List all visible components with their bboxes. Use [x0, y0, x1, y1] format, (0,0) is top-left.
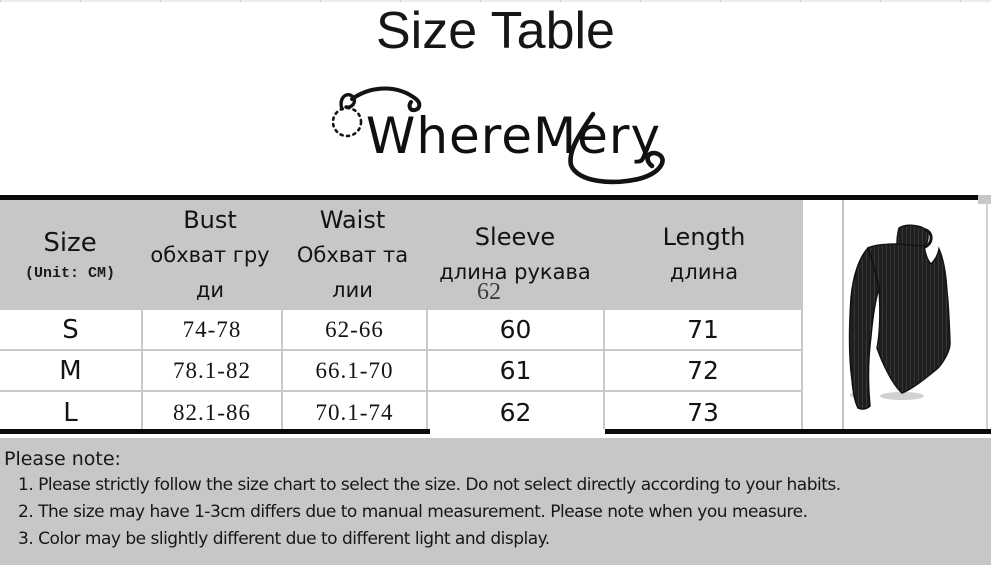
header-sleeve-ru: длина рукава: [439, 260, 591, 284]
header-waist-ru-2: лии: [332, 277, 373, 302]
table-top-rule-gray-cap: [978, 195, 991, 204]
cell-length: 73: [605, 392, 803, 433]
logo-flourish-icon: [331, 86, 665, 185]
header-size-label: Size: [43, 227, 97, 258]
cell-bust: 74-78: [143, 310, 283, 349]
header-length: Length длина: [605, 200, 803, 310]
cell-sleeve: 61: [428, 351, 605, 390]
header-sleeve-en: Sleeve: [474, 223, 556, 251]
cell-bust: 82.1-86: [143, 392, 283, 433]
note-item-1: 1. Please strictly follow the size chart…: [18, 475, 841, 495]
header-waist-en: Waist: [319, 205, 386, 234]
size-table-body: S 74-78 62-66 60 71 M 78.1-82 66.1-70 61…: [0, 310, 803, 433]
stray-overlapped-value: 62: [477, 279, 501, 305]
cell-size: M: [0, 351, 143, 390]
header-sleeve: Sleeve длина рукава: [425, 200, 605, 310]
header-waist: Waist Обхват та лии: [280, 200, 425, 310]
notes-panel: Please note: 1. Please strictly follow t…: [0, 438, 991, 565]
header-unit-note: (Unit: CM): [24, 264, 115, 282]
cell-size: S: [0, 310, 143, 349]
header-length-ru: длина: [669, 260, 739, 284]
note-item-3: 3. Color may be slightly different due t…: [18, 529, 550, 549]
page-title: Size Table: [376, 2, 615, 60]
cell-sleeve: 62: [428, 392, 605, 433]
cell-length: 72: [605, 351, 803, 390]
cell-size: L: [0, 392, 143, 433]
cell-length: 71: [605, 310, 803, 349]
photo-left-divider: [842, 200, 844, 433]
header-waist-ru-1: Обхват та: [296, 242, 409, 267]
header-bust-ru-2: ди: [195, 277, 225, 302]
header-bust-ru-1: обхват гру: [150, 242, 270, 267]
table-top-rule: [0, 195, 978, 200]
note-item-2: 2. The size may have 1-3cm differs due t…: [18, 502, 808, 522]
table-header-row: Size (Unit: CM) Bust обхват гру ди Waist…: [0, 200, 803, 310]
notes-heading: Please note:: [4, 448, 121, 470]
cell-bust: 78.1-82: [143, 351, 283, 390]
brand-logo: WhereMery: [0, 86, 991, 196]
product-image: [848, 224, 951, 410]
header-bust-en: Bust: [183, 205, 237, 234]
table-row: M 78.1-82 66.1-70 61 72: [0, 351, 803, 392]
table-row: S 74-78 62-66 60 71: [0, 310, 803, 351]
photo-right-divider: [986, 200, 988, 431]
cell-waist: 62-66: [283, 310, 428, 349]
cell-sleeve: 60: [428, 310, 605, 349]
table-row: L 82.1-86 70.1-74 62 73: [0, 392, 803, 433]
header-size: Size (Unit: CM): [0, 200, 140, 310]
cell-waist: 66.1-70: [283, 351, 428, 390]
brand-name: WhereMery: [365, 107, 662, 165]
top-edge-artifact: [0, 0, 991, 2]
cell-waist: 70.1-74: [283, 392, 428, 433]
header-length-en: Length: [662, 223, 746, 251]
header-bust: Bust обхват гру ди: [140, 200, 280, 310]
